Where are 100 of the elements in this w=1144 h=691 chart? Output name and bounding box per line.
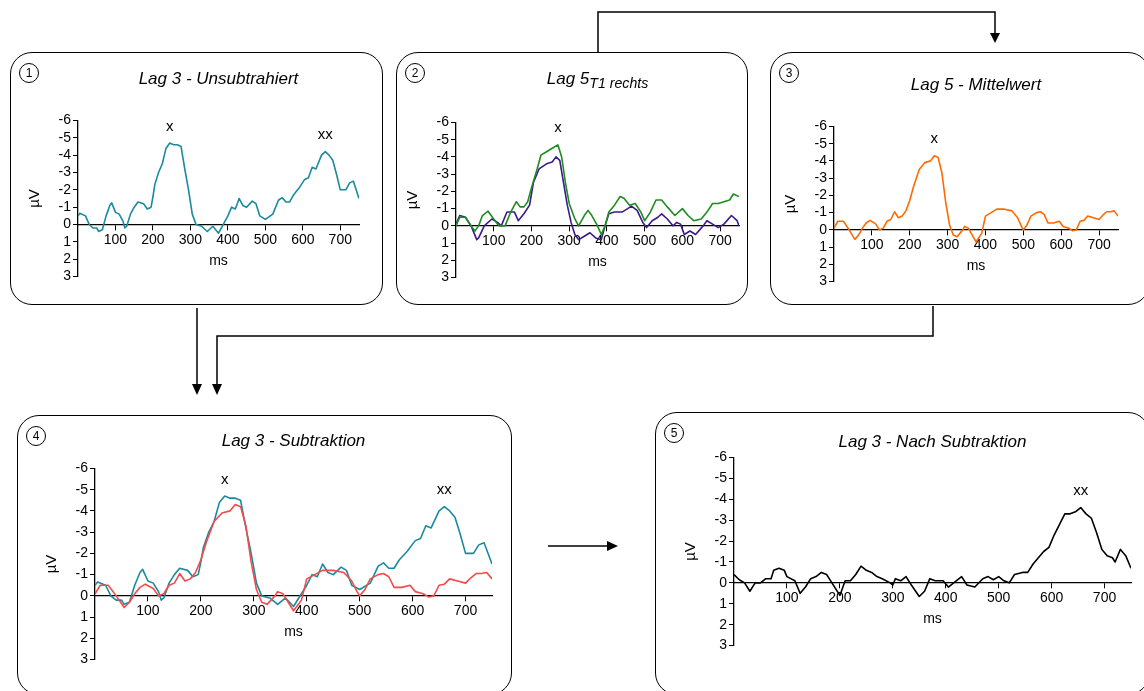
- y-tick-label: -2: [436, 182, 450, 199]
- y-tick-label: -2: [714, 531, 728, 548]
- chart-title: Lag 3 - Subtraktion: [221, 431, 366, 451]
- x-tick-label: 300: [242, 602, 266, 619]
- y-tick-label: 0: [819, 220, 828, 237]
- x-tick-label: 700: [708, 232, 733, 249]
- y-tick-label: 3: [80, 650, 89, 667]
- x-axis-title: ms: [284, 622, 303, 639]
- y-tick-label: 2: [63, 250, 72, 267]
- x-axis-title: ms: [966, 256, 986, 273]
- y-tick-label: -6: [436, 113, 450, 130]
- y-tick-label: 1: [80, 607, 89, 624]
- chart-title: Lag 5 - Mittelwert: [910, 75, 1042, 95]
- x-tick-label: 300: [935, 236, 960, 253]
- x-tick-label: 700: [328, 230, 353, 247]
- x-tick-label: 600: [670, 232, 695, 249]
- annotation: x: [554, 118, 563, 136]
- annotation: x: [930, 129, 939, 147]
- x-tick-label: 500: [632, 232, 657, 249]
- y-tick-label: -4: [714, 490, 728, 507]
- chart-title: Lag 5$_{T1 rechts}$: [546, 69, 649, 92]
- y-tick-label: 0: [63, 215, 72, 232]
- y-tick-label: -5: [814, 134, 828, 151]
- text: 5: [664, 423, 684, 443]
- y-tick-label: -1: [714, 552, 728, 569]
- x-tick-label: 200: [828, 589, 852, 606]
- y-axis-title: µV: [681, 542, 699, 561]
- annotation: x: [220, 469, 229, 487]
- x-tick-label: 400: [595, 232, 619, 249]
- y-tick-label: -3: [436, 164, 450, 181]
- annotation: x: [166, 116, 175, 134]
- x-tick-label: 200: [898, 236, 922, 253]
- y-tick-label: -1: [436, 199, 450, 216]
- y-tick-label: 3: [441, 268, 450, 285]
- x-tick-label: 100: [103, 230, 128, 247]
- x-tick-label: 500: [347, 602, 372, 619]
- x-tick-label: 600: [291, 230, 315, 247]
- text: 2: [405, 63, 425, 83]
- annotation: xx: [1073, 481, 1089, 499]
- x-tick-label: 400: [216, 230, 240, 247]
- x-tick-label: 700: [1087, 236, 1111, 253]
- x-tick-label: 300: [881, 589, 905, 606]
- x-tick-label: 700: [453, 602, 478, 619]
- y-axis-title: µV: [25, 189, 43, 208]
- y-tick-label: 2: [719, 615, 728, 632]
- y-tick-label: 3: [63, 267, 72, 284]
- x-axis-title: ms: [588, 252, 607, 269]
- y-tick-label: -4: [75, 501, 89, 518]
- x-tick-label: 500: [1011, 236, 1036, 253]
- y-tick-label: 0: [80, 586, 89, 603]
- y-tick-label: -3: [75, 522, 89, 539]
- x-tick-label: 400: [295, 602, 319, 619]
- y-tick-label: -4: [58, 145, 72, 162]
- y-tick-label: 3: [719, 636, 728, 653]
- x-tick-label: 400: [973, 236, 998, 253]
- x-tick-label: 100: [136, 602, 160, 619]
- y-tick-label: -6: [75, 459, 89, 476]
- y-tick-label: -2: [58, 180, 72, 197]
- y-tick-label: 0: [719, 573, 728, 590]
- x-tick-label: 600: [1049, 236, 1074, 253]
- y-tick-label: -5: [58, 128, 72, 145]
- y-tick-label: 1: [441, 233, 450, 250]
- y-tick-label: 2: [819, 255, 828, 272]
- y-tick-label: 3: [819, 272, 828, 289]
- y-tick-label: -1: [75, 565, 89, 582]
- x-tick-label: 200: [189, 602, 213, 619]
- x-tick-label: 100: [860, 236, 884, 253]
- x-tick-label: 600: [400, 602, 425, 619]
- x-tick-label: 400: [934, 589, 958, 606]
- x-tick-label: 500: [986, 589, 1011, 606]
- x-tick-label: 500: [253, 230, 278, 247]
- x-tick-label: 200: [519, 232, 544, 249]
- y-axis-title: µV: [42, 554, 60, 574]
- text: 1: [19, 63, 39, 83]
- text: 4: [26, 426, 46, 446]
- y-tick-label: -4: [814, 151, 828, 168]
- x-tick-label: 200: [141, 230, 165, 247]
- y-tick-label: -1: [58, 198, 72, 215]
- y-tick-label: -5: [75, 480, 89, 497]
- y-tick-label: -1: [814, 203, 828, 220]
- y-tick-label: 1: [63, 232, 72, 249]
- text: 3: [779, 63, 799, 83]
- chart-title: Lag 3 - Nach Subtraktion: [838, 432, 1027, 452]
- x-tick-label: 100: [482, 232, 506, 249]
- y-tick-label: -3: [58, 163, 72, 180]
- y-tick-label: -5: [436, 130, 450, 147]
- y-tick-label: -6: [58, 111, 72, 128]
- y-tick-label: -2: [814, 186, 828, 203]
- x-tick-label: 100: [775, 589, 799, 606]
- y-tick-label: -2: [75, 544, 89, 561]
- x-axis-title: ms: [923, 609, 942, 626]
- annotation: xx: [317, 125, 334, 143]
- y-axis-title: µV: [781, 194, 799, 214]
- y-tick-label: 1: [719, 594, 728, 611]
- x-tick-label: 600: [1039, 589, 1064, 606]
- x-tick-label: 300: [178, 230, 203, 247]
- y-tick-label: -6: [714, 448, 728, 465]
- y-tick-label: 2: [441, 251, 450, 268]
- y-tick-label: 1: [819, 237, 828, 254]
- y-tick-label: -3: [814, 168, 828, 185]
